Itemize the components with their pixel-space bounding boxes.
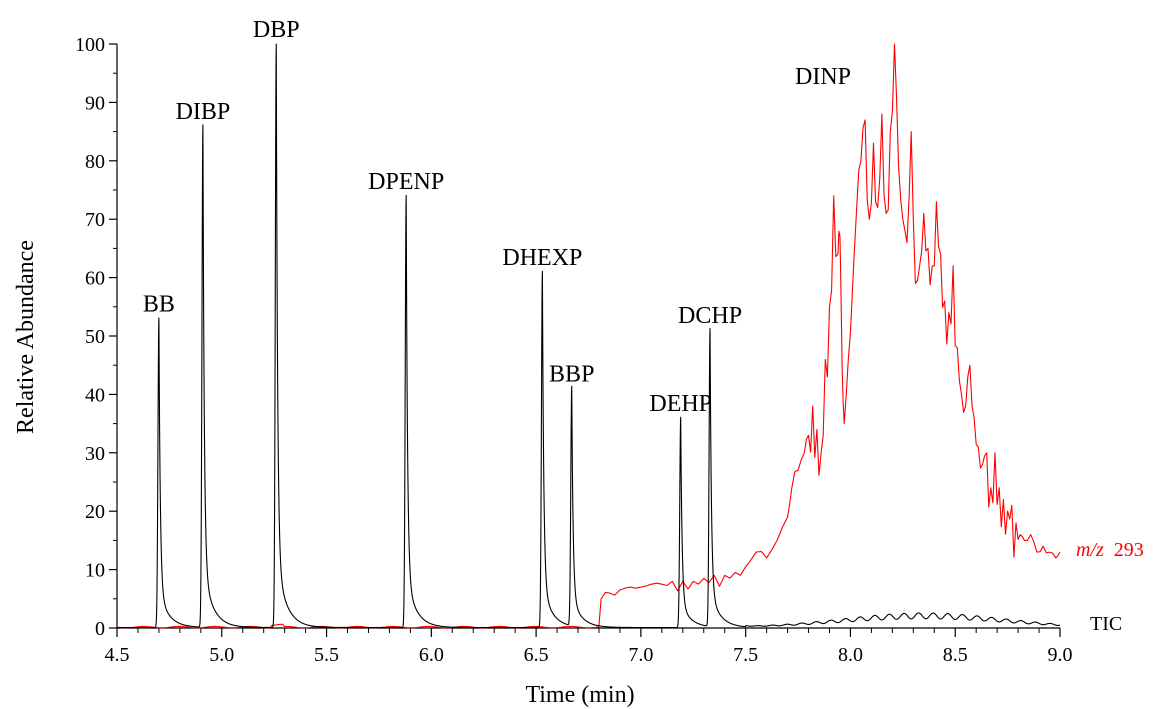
peak-label-dchp: DCHP [678,303,742,329]
y-tick-label: 60 [85,268,105,290]
y-tick-label: 30 [85,443,105,465]
y-axis-title: Relative Abundance [13,240,39,434]
x-axis-title: Time (min) [525,682,634,708]
peak-label-bb: BB [143,291,175,317]
x-tick-label: 4.5 [105,644,130,666]
y-tick-label: 0 [95,618,105,640]
y-tick-label: 70 [85,209,105,231]
mz-value-label: 293 [1114,539,1144,561]
x-tick-label: 8.0 [838,644,863,666]
x-tick-label: 9.0 [1048,644,1073,666]
x-axis: 4.5 5.0 5.5 6.0 6.5 7.0 7.5 8.0 8.5 9.0 [105,627,1073,666]
x-tick-label: 6.5 [524,644,549,666]
peak-labels: BB DIBP DBP DPENP DHEXP BBP DEHP DCHP [143,17,742,417]
series-layer [116,43,1061,629]
mz293-trace [116,43,1061,629]
x-tick-label: 6.0 [419,644,444,666]
tic-trace [116,43,1061,629]
mz-italic-label: m/z [1076,539,1104,561]
peak-label-bbp: BBP [549,362,594,388]
y-tick-label: 90 [85,92,105,114]
y-tick-label: 50 [85,326,105,348]
peak-label-dhexp: DHEXP [502,245,582,271]
mz-series-label: m/z 293 [1076,539,1144,561]
y-tick-label: 80 [85,151,105,173]
y-tick-label: 20 [85,501,105,523]
peak-label-dibp: DIBP [176,99,231,125]
peak-label-dbp: DBP [253,17,300,43]
x-tick-label: 7.0 [628,644,653,666]
x-tick-label: 5.5 [314,644,339,666]
tic-series-label: TIC [1090,613,1122,635]
peak-label-dehp: DEHP [649,391,712,417]
y-tick-label: 10 [85,560,105,582]
peak-label-dpenp: DPENP [368,169,444,195]
dinp-label: DINP [795,64,851,90]
x-tick-label: 8.5 [943,644,968,666]
y-axis: 0 10 20 30 40 50 60 70 80 90 100 [75,34,118,640]
y-tick-label: 40 [85,384,105,406]
y-tick-label: 100 [75,34,105,56]
x-tick-label: 5.0 [209,644,234,666]
x-tick-label: 7.5 [733,644,758,666]
